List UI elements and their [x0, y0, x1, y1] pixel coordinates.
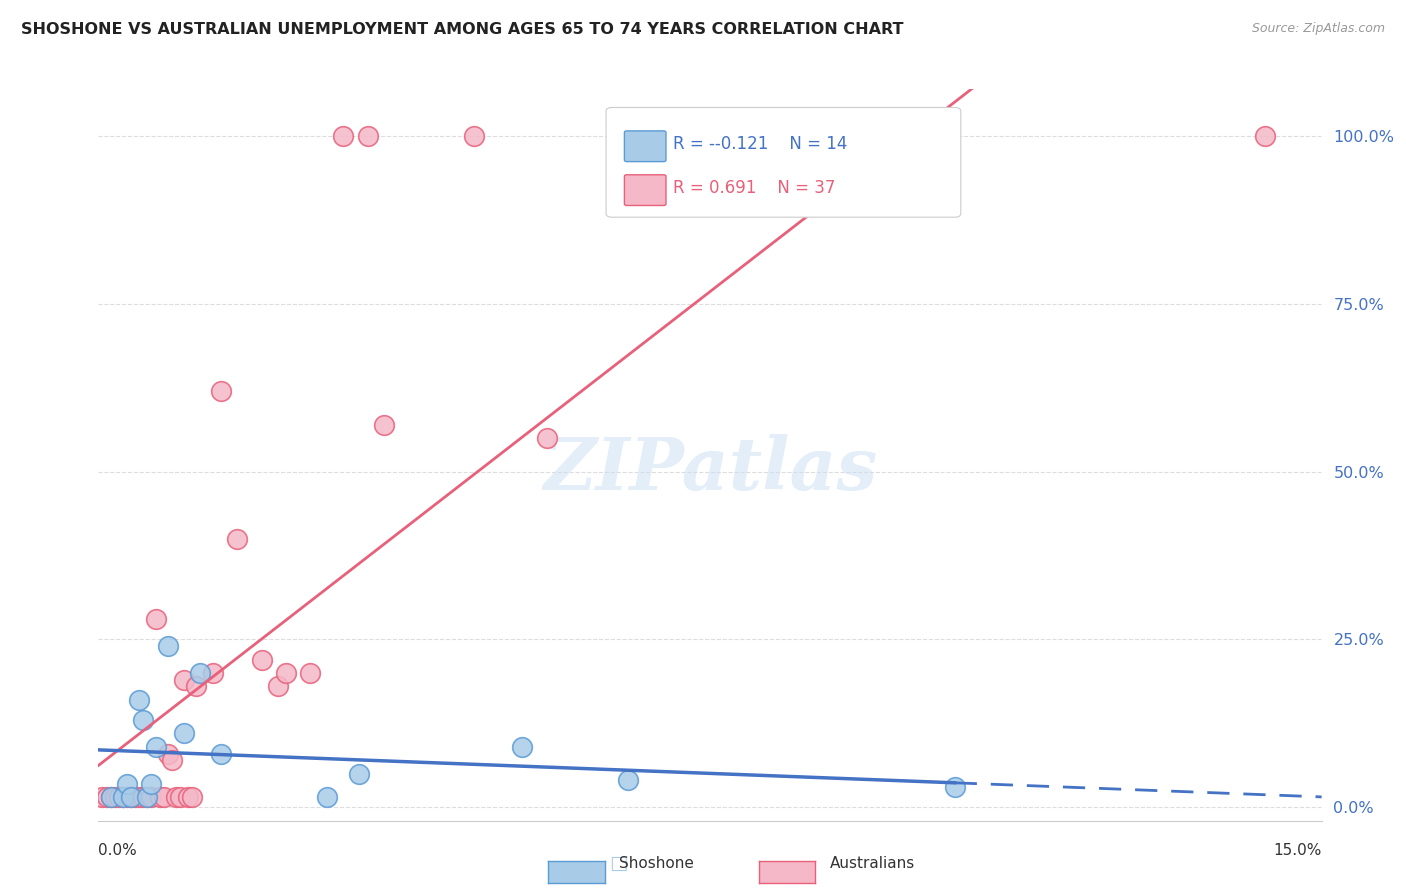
Text: SHOSHONE VS AUSTRALIAN UNEMPLOYMENT AMONG AGES 65 TO 74 YEARS CORRELATION CHART: SHOSHONE VS AUSTRALIAN UNEMPLOYMENT AMON… — [21, 22, 904, 37]
Point — [201, 665, 224, 680]
Point — [115, 777, 138, 791]
Point — [141, 777, 163, 791]
Point — [177, 790, 200, 805]
Point — [156, 747, 179, 761]
Point — [188, 665, 212, 680]
Point — [132, 790, 155, 805]
Point — [96, 790, 118, 805]
Point — [100, 790, 122, 805]
Point — [226, 532, 249, 546]
Point — [91, 790, 114, 805]
Text: 0.0%: 0.0% — [98, 843, 138, 858]
Point — [104, 790, 127, 805]
Point — [156, 639, 179, 653]
Point — [128, 790, 150, 805]
Point — [356, 129, 378, 144]
Point — [173, 673, 195, 687]
Text: Source: ZipAtlas.com: Source: ZipAtlas.com — [1251, 22, 1385, 36]
Point — [349, 766, 371, 780]
Point — [315, 790, 337, 805]
Point — [169, 790, 191, 805]
Point — [160, 753, 183, 767]
Text: Australians: Australians — [830, 856, 915, 871]
Point — [111, 790, 134, 805]
Text: □: □ — [609, 854, 628, 873]
Point — [299, 665, 322, 680]
FancyBboxPatch shape — [606, 108, 960, 218]
Point — [181, 790, 204, 805]
Point — [100, 790, 122, 805]
Point — [332, 129, 354, 144]
Point — [209, 747, 232, 761]
Point — [943, 780, 966, 794]
Text: R = --0.121    N = 14: R = --0.121 N = 14 — [673, 135, 848, 153]
Point — [152, 790, 174, 805]
Point — [120, 790, 142, 805]
Point — [111, 790, 134, 805]
Point — [1253, 129, 1275, 144]
Point — [373, 417, 395, 432]
Text: Shoshone: Shoshone — [619, 856, 693, 871]
Text: R = 0.691    N = 37: R = 0.691 N = 37 — [673, 179, 835, 197]
FancyBboxPatch shape — [624, 175, 666, 205]
Text: ZIPatlas: ZIPatlas — [543, 434, 877, 505]
Point — [149, 790, 172, 805]
Point — [274, 665, 297, 680]
Point — [173, 726, 195, 740]
Point — [145, 739, 167, 754]
Point — [267, 680, 290, 694]
Point — [536, 431, 558, 445]
Point — [136, 790, 159, 805]
Point — [136, 790, 159, 805]
Point — [250, 652, 273, 666]
Point — [145, 612, 167, 626]
Point — [141, 790, 163, 805]
Point — [115, 790, 138, 805]
Point — [132, 713, 155, 727]
Point — [463, 129, 485, 144]
Text: 15.0%: 15.0% — [1274, 843, 1322, 858]
Point — [108, 790, 131, 805]
Point — [209, 384, 232, 399]
Point — [512, 739, 534, 754]
Point — [120, 790, 142, 805]
Point — [124, 790, 146, 805]
Point — [165, 790, 187, 805]
FancyBboxPatch shape — [624, 131, 666, 161]
Point — [128, 693, 150, 707]
Point — [617, 773, 640, 788]
Point — [186, 680, 208, 694]
